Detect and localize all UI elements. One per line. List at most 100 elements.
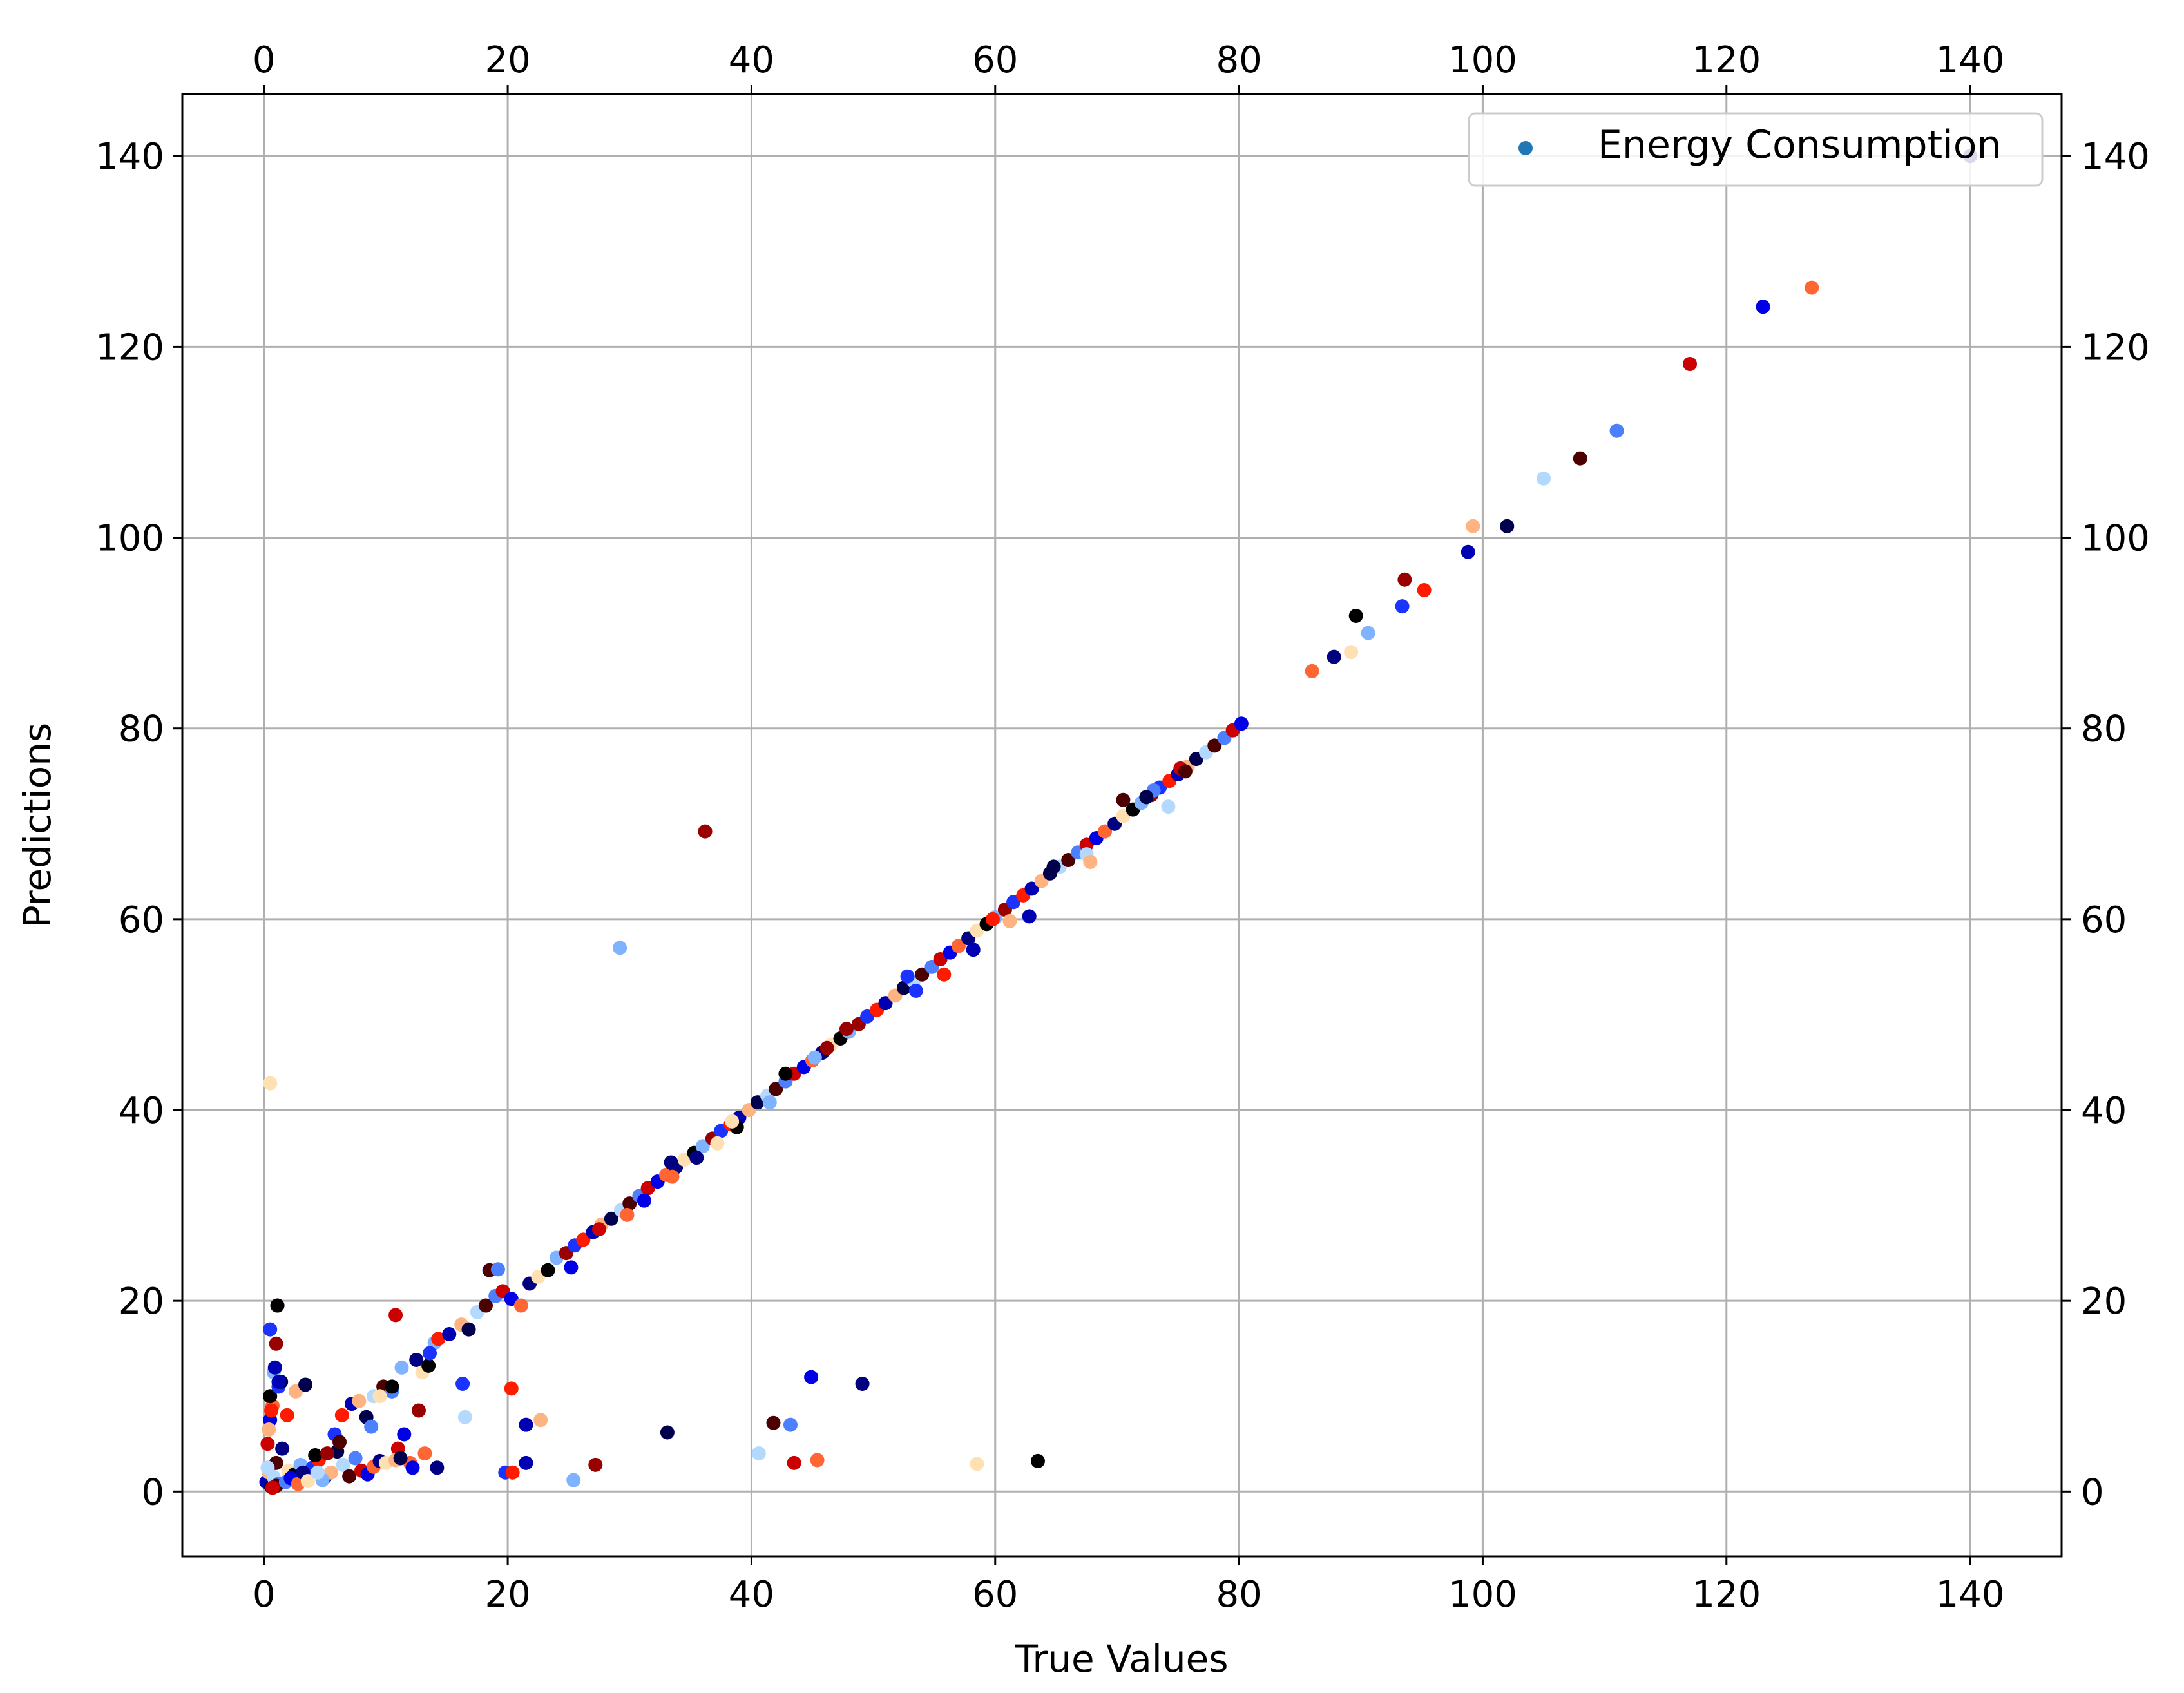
data-point	[819, 1040, 834, 1055]
data-point	[513, 1298, 528, 1313]
y-right-tick-label: 20	[2081, 1281, 2127, 1323]
plot-frame	[181, 93, 2063, 1558]
data-point	[320, 1446, 335, 1461]
data-point	[622, 1196, 637, 1211]
data-point	[334, 1408, 349, 1422]
data-point	[490, 1262, 505, 1277]
data-point	[504, 1381, 519, 1396]
y-right-tick-label: 0	[2081, 1471, 2104, 1513]
y-right-tick-label: 140	[2081, 136, 2150, 178]
legend-marker	[1518, 141, 1533, 155]
data-point	[637, 1193, 651, 1208]
data-point	[762, 1095, 777, 1110]
y-right-tick-label: 100	[2081, 518, 2150, 560]
data-point	[591, 1222, 606, 1237]
data-point	[1344, 645, 1359, 660]
data-point	[1573, 451, 1587, 466]
data-point	[1466, 519, 1480, 533]
data-point	[1305, 664, 1319, 678]
y-right-tick-label: 60	[2081, 899, 2127, 941]
data-point	[1461, 544, 1475, 559]
data-point	[1030, 1453, 1045, 1468]
data-points	[259, 149, 1978, 1495]
data-point	[280, 1408, 294, 1422]
y-tick-label: 20	[119, 1281, 164, 1323]
data-point	[1348, 608, 1363, 623]
data-point	[966, 942, 981, 957]
data-point	[298, 1377, 313, 1392]
data-point	[348, 1451, 363, 1466]
y-right-tick-label: 40	[2081, 1090, 2127, 1132]
y-right-tick-label: 80	[2081, 709, 2127, 751]
data-point	[430, 1460, 445, 1475]
data-point	[423, 1346, 437, 1361]
data-point	[1116, 792, 1131, 807]
data-point	[519, 1417, 533, 1432]
x-top-tick-label: 100	[1448, 39, 1517, 81]
y-tick-label: 0	[141, 1471, 164, 1513]
data-point	[1207, 738, 1222, 753]
x-axis-title: True Values	[1014, 1637, 1228, 1681]
data-point	[461, 1322, 476, 1337]
data-point	[385, 1379, 399, 1394]
y-tick-label: 120	[95, 327, 164, 368]
data-point	[839, 1022, 854, 1037]
data-point	[1417, 582, 1432, 597]
y-axis-title: Predictions	[15, 723, 59, 928]
data-point	[263, 1076, 278, 1091]
legend: Energy Consumption	[1468, 112, 2044, 187]
x-top-tick-label: 40	[729, 39, 774, 81]
data-point	[394, 1360, 409, 1375]
data-point	[505, 1465, 520, 1480]
data-point	[710, 1136, 725, 1151]
data-point	[1537, 471, 1551, 486]
x-tick-label: 140	[1936, 1574, 2005, 1616]
data-point	[1609, 423, 1624, 438]
data-point	[372, 1389, 387, 1404]
data-point	[417, 1446, 432, 1461]
data-point	[855, 1376, 870, 1391]
data-point	[937, 967, 952, 982]
data-point	[342, 1469, 357, 1484]
x-tick-label: 60	[972, 1574, 1018, 1616]
x-top-tick-label: 0	[253, 39, 276, 81]
data-point	[1500, 519, 1515, 533]
data-point	[388, 1308, 403, 1323]
data-point	[260, 1437, 275, 1451]
data-point	[263, 1322, 278, 1337]
data-point	[352, 1393, 367, 1408]
data-point	[1098, 824, 1113, 839]
data-point	[787, 1455, 801, 1470]
data-point	[766, 1415, 781, 1430]
data-point	[1022, 909, 1037, 924]
data-point	[421, 1358, 436, 1373]
data-point	[519, 1455, 533, 1470]
data-point	[689, 1151, 704, 1165]
data-point	[442, 1326, 457, 1341]
data-point	[397, 1427, 412, 1442]
data-point	[588, 1457, 603, 1472]
data-point	[541, 1263, 555, 1277]
data-point	[271, 1375, 286, 1390]
y-tick-label: 140	[95, 136, 164, 178]
data-point	[613, 941, 627, 955]
x-top-tick-label: 20	[484, 39, 530, 81]
data-point	[878, 996, 893, 1011]
data-point	[985, 912, 1000, 926]
data-point	[1061, 853, 1076, 868]
data-point	[783, 1417, 798, 1432]
x-top-tick-label: 140	[1936, 39, 2005, 81]
y-tick-label: 60	[119, 899, 164, 941]
y-tick-label: 40	[119, 1090, 164, 1132]
data-point	[695, 1139, 710, 1154]
data-point	[725, 1114, 740, 1129]
x-tick-label: 40	[729, 1574, 774, 1616]
data-point	[405, 1460, 420, 1475]
data-point	[457, 1410, 472, 1424]
data-point	[778, 1066, 793, 1081]
x-tick-label: 100	[1448, 1574, 1517, 1616]
data-point	[1161, 799, 1176, 814]
data-point	[769, 1082, 783, 1096]
data-point	[393, 1451, 408, 1466]
data-point	[751, 1446, 766, 1461]
